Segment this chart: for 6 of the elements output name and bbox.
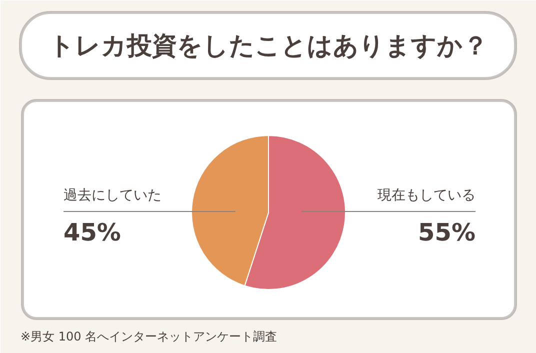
slice-label: 過去にしていた [64,188,162,204]
text: ※男女 100 名へインターネットアンケート調査 [20,330,278,344]
data-label: 45% [64,218,121,246]
data-label: 55% [418,218,476,246]
slice-label: 現在もしている [378,188,476,204]
chart-title: トレカ投資をしたことはありますか？ [49,31,488,60]
